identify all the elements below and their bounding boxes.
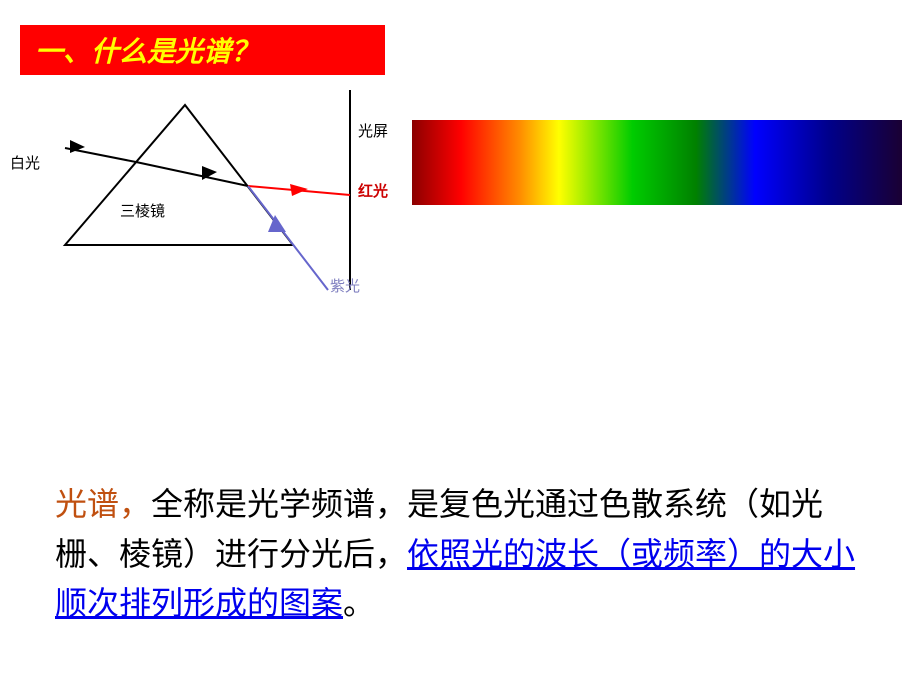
prism-svg bbox=[10, 90, 400, 300]
red-arrow bbox=[290, 184, 308, 196]
violet-ray bbox=[248, 186, 328, 290]
section-title: 一、什么是光谱？ bbox=[20, 25, 385, 75]
section-title-text: 一、什么是光谱？ bbox=[35, 30, 259, 70]
prism-triangle bbox=[65, 105, 293, 245]
label-violet-light: 紫光 bbox=[330, 275, 360, 296]
label-screen: 光屏 bbox=[358, 120, 388, 141]
label-white-light: 白光 bbox=[10, 152, 40, 173]
label-red-light: 红光 bbox=[358, 180, 388, 201]
prism-diagram: 白光 三棱镜 光屏 红光 紫光 bbox=[10, 90, 400, 300]
spectrum-term: 光谱， bbox=[55, 486, 151, 522]
definition-period: 。 bbox=[343, 585, 375, 621]
spectrum-band bbox=[412, 120, 902, 205]
definition-paragraph: 光谱，全称是光学频谱，是复色光通过色散系统（如光栅、棱镜）进行分光后，依照光的波… bbox=[55, 480, 870, 629]
label-prism: 三棱镜 bbox=[120, 200, 165, 221]
